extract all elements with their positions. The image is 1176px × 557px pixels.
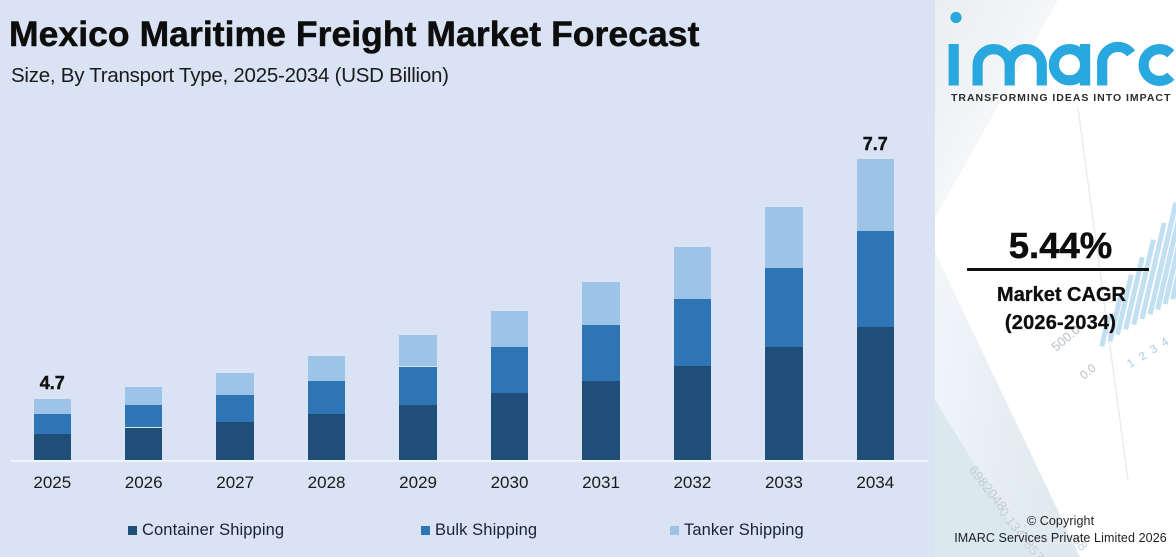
svg-text:3: 3 bbox=[1148, 343, 1160, 357]
svg-text:68: 68 bbox=[1070, 533, 1091, 554]
svg-text:0.0: 0.0 bbox=[1077, 361, 1099, 383]
svg-text:1: 1 bbox=[1125, 357, 1137, 371]
svg-text:4: 4 bbox=[1159, 336, 1171, 350]
svg-text:2: 2 bbox=[1137, 350, 1149, 364]
